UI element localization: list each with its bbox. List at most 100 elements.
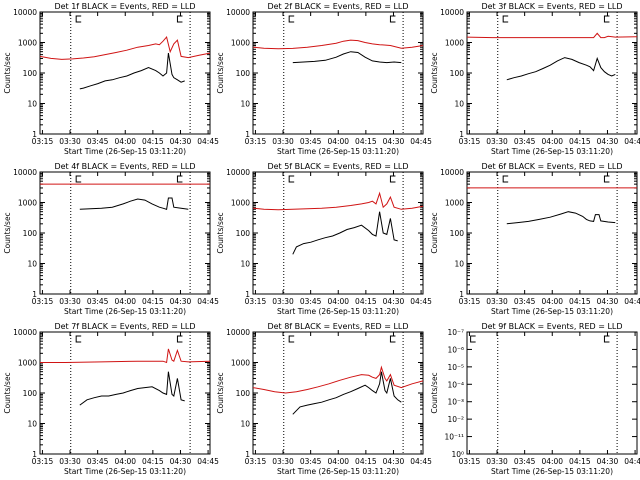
x-tick-label: 04:45	[197, 137, 219, 146]
x-tick-label: 04:00	[541, 137, 563, 146]
y-tick-label: 1	[245, 450, 250, 459]
series-lld-line	[466, 32, 638, 39]
x-tick-label: 03:30	[486, 457, 508, 466]
x-tick-label: 03:15	[459, 297, 481, 306]
y-tick-label: 10000	[226, 328, 250, 337]
chart-panel-8: Det 8f BLACK = Events, RED = LLD 03:15 03:…	[216, 322, 432, 476]
event-marker-1	[502, 175, 509, 183]
y-tick-label: 1	[459, 290, 464, 299]
y-axis-label: Counts/sec	[216, 52, 225, 93]
event-marker-1	[470, 335, 476, 343]
y-tick-label: 1000	[445, 199, 464, 208]
series-lld-line	[252, 365, 424, 394]
chart-title: Det 1f BLACK = Events, RED = LLD	[54, 2, 195, 11]
y-axis-label: Counts/sec	[3, 52, 12, 93]
series-events-line	[292, 51, 402, 64]
y-axis-label: Counts/sec	[430, 52, 439, 93]
y-tick-label: 1	[459, 130, 464, 139]
y-tick-label: 10000	[440, 168, 464, 177]
y-tick-label: 10⁻³	[447, 398, 464, 407]
x-tick-label: 03:15	[32, 457, 54, 466]
event-marker-1	[75, 335, 82, 343]
x-axis-label: Start Time (26-Sep-15 03:11:20)	[64, 467, 186, 476]
x-tick-label: 04:30	[383, 297, 405, 306]
x-axis-label: Start Time (26-Sep-15 03:11:20)	[491, 307, 613, 316]
x-tick-label: 04:45	[197, 457, 219, 466]
x-tick-label: 04:30	[597, 297, 619, 306]
y-tick-label: 10000	[13, 168, 37, 177]
x-tick-label: 03:15	[32, 297, 54, 306]
x-tick-label: 04:30	[383, 457, 405, 466]
chart-title: Det 2f BLACK = Events, RED = LLD	[267, 2, 408, 11]
x-tick-label: 04:15	[142, 457, 164, 466]
y-tick-label: 1	[245, 290, 250, 299]
x-tick-label: 04:15	[355, 457, 377, 466]
x-tick-label: 03:45	[300, 457, 322, 466]
x-tick-label: 03:15	[245, 457, 267, 466]
y-tick-label: 10	[240, 420, 250, 429]
y-tick-label: 10	[27, 100, 37, 109]
x-axis-label: Start Time (26-Sep-15 03:11:20)	[491, 147, 613, 156]
y-tick-label: 100	[450, 69, 465, 78]
x-tick-label: 03:30	[486, 137, 508, 146]
x-tick-label: 04:00	[114, 457, 136, 466]
series-events-line	[79, 53, 185, 90]
x-tick-label: 04:45	[410, 457, 432, 466]
chart-title: Det 9f BLACK = Events, RED = LLD	[481, 322, 622, 331]
chart-title: Det 3f BLACK = Events, RED = LLD	[481, 2, 622, 11]
x-tick-label: 03:30	[59, 137, 81, 146]
x-tick-label: 04:30	[383, 137, 405, 146]
y-tick-label: 100	[450, 229, 465, 238]
x-tick-label: 04:00	[114, 137, 136, 146]
series-events-line	[79, 371, 185, 406]
x-tick-label: 04:30	[597, 457, 619, 466]
x-tick-label: 03:45	[514, 457, 536, 466]
x-tick-label: 04:30	[170, 297, 192, 306]
chart-panel-4: Det 4f BLACK = Events, RED = LLD 03:15 03:…	[3, 162, 219, 316]
series-events-line	[292, 371, 402, 415]
x-tick-label: 03:30	[59, 297, 81, 306]
y-axis-label: Counts/sec	[430, 212, 439, 253]
x-tick-label: 04:00	[327, 297, 349, 306]
x-tick-label: 04:00	[327, 457, 349, 466]
x-tick-label: 03:15	[459, 457, 481, 466]
x-tick-label: 03:30	[59, 457, 81, 466]
chart-title: Det 4f BLACK = Events, RED = LLD	[54, 162, 195, 171]
x-tick-label: 04:45	[410, 297, 432, 306]
y-tick-label: 1000	[231, 359, 250, 368]
y-tick-label: 10⁻⁷	[447, 328, 464, 337]
y-tick-label: 10000	[440, 8, 464, 17]
y-tick-label: 10	[27, 260, 37, 269]
event-marker-2	[176, 175, 183, 183]
x-tick-label: 04:00	[541, 297, 563, 306]
chart-panel-3: Det 3f BLACK = Events, RED = LLD 03:15 03:…	[430, 2, 640, 156]
x-tick-label: 04:45	[197, 297, 219, 306]
series-lld-line	[39, 36, 211, 60]
y-axis-label: Counts/sec	[216, 212, 225, 253]
y-tick-label: 1	[32, 130, 37, 139]
event-marker-2	[603, 15, 610, 23]
event-marker-2	[603, 175, 610, 183]
y-tick-label: 10	[27, 420, 37, 429]
y-tick-label: 10000	[226, 8, 250, 17]
chart-title: Det 6f BLACK = Events, RED = LLD	[481, 162, 622, 171]
x-tick-label: 03:15	[245, 137, 267, 146]
series-lld-line	[252, 191, 424, 211]
x-tick-label: 04:15	[142, 297, 164, 306]
y-tick-label: 10000	[226, 168, 250, 177]
y-tick-label: 100	[236, 69, 251, 78]
y-tick-label: 1	[32, 450, 37, 459]
x-axis-label: Start Time (26-Sep-15 03:11:20)	[64, 307, 186, 316]
event-marker-1	[502, 15, 509, 23]
x-tick-label: 03:30	[272, 137, 294, 146]
y-tick-label: 10⁻⁵	[447, 363, 464, 372]
x-tick-label: 04:15	[142, 137, 164, 146]
series-events-line	[506, 56, 616, 81]
x-tick-label: 03:30	[486, 297, 508, 306]
y-tick-label: 10	[454, 100, 464, 109]
event-marker-1	[288, 175, 295, 183]
chart-title: Det 7f BLACK = Events, RED = LLD	[54, 322, 195, 331]
x-tick-label: 03:45	[87, 457, 109, 466]
y-tick-label: 10	[240, 100, 250, 109]
chart-panel-7: Det 7f BLACK = Events, RED = LLD 03:15 03:…	[3, 322, 219, 476]
